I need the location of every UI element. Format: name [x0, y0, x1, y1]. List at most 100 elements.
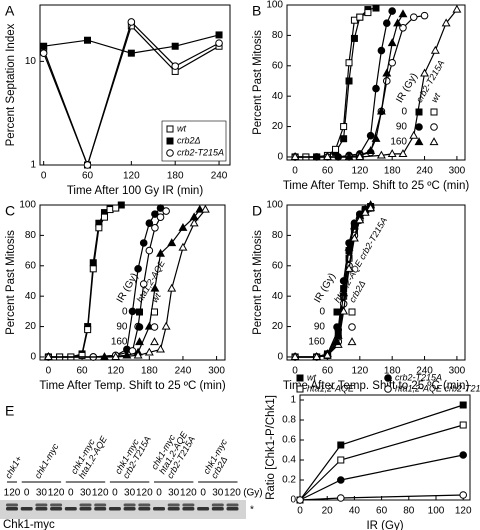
gel-band	[167, 503, 180, 507]
marker	[345, 77, 353, 85]
marker	[459, 451, 468, 459]
marker	[150, 323, 159, 331]
lane-dose: 0	[156, 488, 162, 499]
marker	[139, 239, 148, 247]
y-tick-label: 20	[272, 321, 284, 332]
marker	[333, 308, 341, 316]
x-tick-label: 120	[123, 171, 140, 182]
marker	[349, 233, 359, 242]
marker	[409, 13, 418, 21]
x-tick-label: 120	[351, 166, 368, 177]
marker	[459, 401, 467, 409]
x-tick-label: 60	[322, 366, 334, 377]
x-tick-label: 180	[384, 166, 401, 177]
marker	[84, 326, 92, 334]
y-tick-label: 0.6	[282, 435, 296, 446]
marker	[452, 4, 462, 13]
legend-label: hta1,2-AQE	[307, 383, 355, 393]
marker	[388, 58, 396, 67]
marker	[100, 213, 108, 221]
lane-dose: 120	[224, 488, 241, 499]
series-line	[295, 7, 377, 158]
panel-chart: D 0 60 120 180 240 300 0 20 40 60 80 100 Time After T…	[252, 200, 469, 392]
gel-band	[138, 507, 151, 511]
marker	[89, 265, 97, 273]
panel-letter: D	[252, 203, 262, 219]
marker	[166, 149, 174, 157]
x-tick-label: 0	[41, 171, 47, 182]
x-tick-label: 120	[107, 366, 124, 377]
marker	[382, 77, 391, 85]
series-line	[299, 404, 464, 501]
y-axis-label: Percent Past Mitosis	[252, 30, 264, 135]
marker	[348, 308, 356, 316]
marker	[117, 201, 125, 209]
gel-band	[226, 507, 239, 511]
series-line	[299, 424, 464, 501]
y-tick-label: 0	[277, 352, 283, 363]
marker	[382, 68, 392, 77]
lane-dose: 120	[4, 488, 21, 499]
marker	[189, 218, 199, 227]
series-line	[295, 12, 369, 158]
marker	[296, 374, 304, 382]
marker	[162, 207, 170, 215]
marker	[441, 18, 451, 27]
y-axis-label: Percent Past Mitosis	[5, 230, 17, 335]
y-tick-label: 80	[272, 30, 284, 41]
legend-label: crb2Δ	[177, 135, 201, 145]
marker	[345, 254, 353, 262]
marker	[128, 307, 137, 316]
marker	[84, 36, 91, 44]
marker	[133, 350, 143, 359]
x-tick-label: 240	[416, 166, 433, 177]
marker	[398, 149, 408, 158]
series-line	[48, 207, 116, 358]
marker	[337, 456, 345, 464]
x-tick-label: 120	[455, 506, 472, 517]
plot-frame	[286, 204, 466, 361]
lane-dose: 30	[124, 488, 136, 499]
band-marker: *	[250, 505, 254, 516]
plot-frame	[39, 204, 226, 361]
marker	[83, 161, 92, 169]
y-tick-label: 0.2	[282, 475, 296, 486]
marker	[127, 49, 135, 57]
y-tick-label: 60	[25, 260, 37, 271]
gel-band	[211, 507, 224, 511]
gel-band	[182, 507, 195, 511]
marker	[344, 264, 354, 272]
marker	[459, 421, 467, 429]
legend-label: wt	[177, 123, 186, 133]
gel-band	[35, 503, 48, 507]
marker	[135, 323, 144, 331]
y-tick-label: 40	[25, 291, 37, 302]
y-tick-label: 60	[272, 60, 284, 71]
marker	[348, 323, 356, 331]
x-tick-label: 180	[384, 366, 401, 377]
series-line	[299, 454, 464, 501]
legend-row: 160	[308, 337, 325, 348]
plot-frame	[299, 394, 471, 501]
lane-dose: 30	[212, 488, 224, 499]
legend-row: 90	[314, 322, 326, 333]
legend-row: 0	[401, 107, 407, 118]
marker	[459, 491, 468, 499]
x-tick-label: 240	[175, 366, 192, 377]
marker	[39, 49, 48, 57]
marker	[337, 494, 345, 502]
plot-frame	[39, 4, 231, 166]
marker	[111, 352, 121, 361]
x-tick-label: 0	[297, 506, 303, 517]
marker	[337, 476, 345, 484]
marker	[349, 221, 359, 230]
x-tick-label: 300	[208, 366, 225, 377]
marker	[136, 308, 143, 316]
panel-chart: A 0 60 120 180 240 1 10 Time After 100 Gy IR (mi…	[5, 3, 231, 197]
marker	[312, 352, 322, 361]
marker	[340, 123, 348, 131]
marker	[290, 152, 300, 161]
y-tick-label: 20	[272, 121, 284, 132]
x-tick-label: 300	[449, 366, 466, 377]
